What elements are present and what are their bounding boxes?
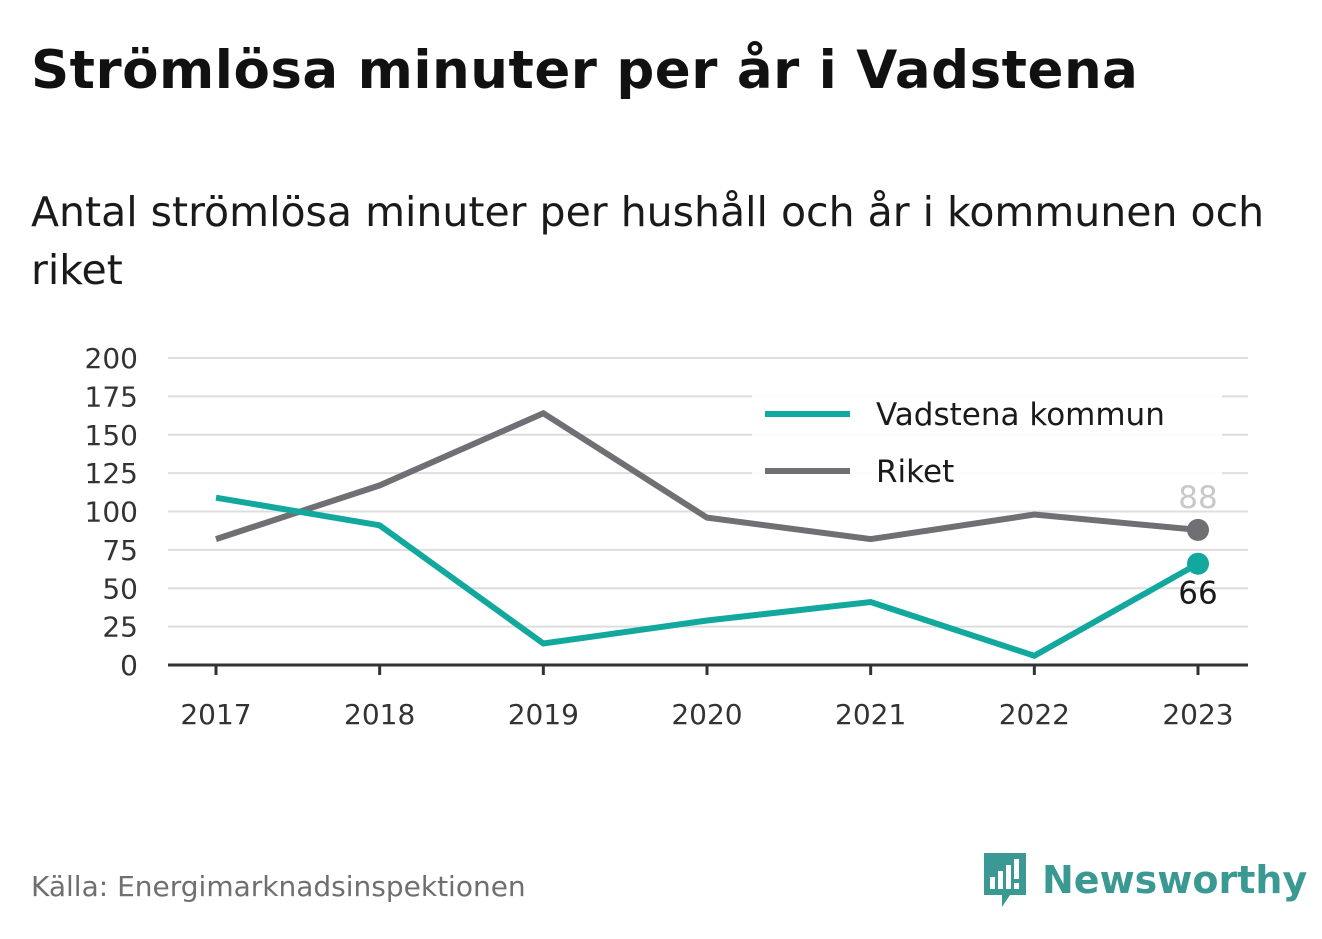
x-tick-label: 2019 — [508, 698, 579, 731]
legend-box — [752, 390, 1222, 508]
x-tick-label: 2021 — [835, 698, 906, 731]
newsworthy-chart-icon — [984, 853, 1026, 907]
data-label: 88 — [1178, 480, 1217, 516]
brand-name: Newsworthy — [1042, 858, 1308, 902]
x-tick-label: 2023 — [1162, 698, 1233, 731]
y-tick-label: 125 — [85, 457, 138, 490]
x-tick-label: 2018 — [344, 698, 415, 731]
series-line — [215, 494, 1200, 660]
y-tick-label: 0 — [120, 649, 138, 682]
legend-label: Vadstena kommun — [876, 397, 1165, 433]
x-axis: 2017 2018 2019 2020 2021 2022 2023 — [180, 665, 1234, 731]
source-note: Källa: Energimarknadsinspektionen — [31, 870, 526, 903]
data-labels: 66 88 — [1178, 480, 1217, 612]
x-tick-label: 2020 — [671, 698, 742, 731]
y-tick-label: 50 — [102, 572, 138, 605]
series-end-point — [1187, 518, 1209, 541]
x-tick-label: 2022 — [999, 698, 1070, 731]
x-tick-label: 2017 — [180, 698, 251, 731]
y-tick-label: 200 — [85, 342, 138, 375]
y-tick-label: 75 — [102, 534, 138, 567]
chart-title: Strömlösa minuter per år i Vadstena — [31, 40, 1139, 101]
series-lines — [215, 409, 1209, 660]
series-line — [215, 409, 1199, 543]
series-end-point — [1187, 552, 1209, 575]
y-tick-label: 175 — [85, 380, 138, 413]
brand-logo: Newsworthy — [980, 850, 1307, 910]
y-tick-label: 100 — [85, 496, 138, 529]
y-tick-label: 25 — [102, 611, 138, 644]
data-label: 66 — [1178, 576, 1217, 612]
chart-subtitle: Antal strömlösa minuter per hushåll och … — [31, 188, 1265, 294]
y-axis: 0 25 50 75 100 125 150 175 200 — [85, 342, 1248, 682]
legend-label: Riket — [876, 454, 954, 490]
legend: Vadstena kommun Riket — [752, 390, 1222, 508]
y-tick-label: 150 — [85, 419, 138, 452]
